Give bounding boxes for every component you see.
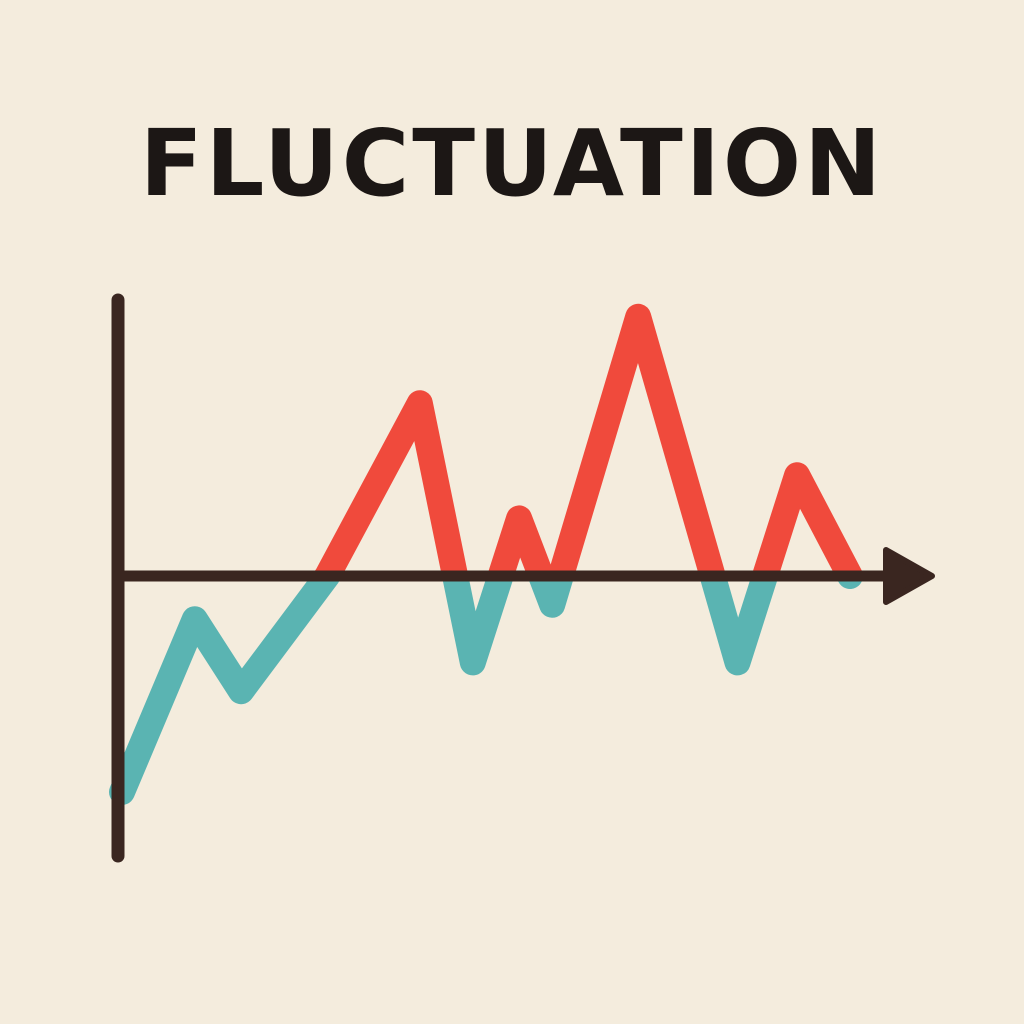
chart-title: FLUCTUATION xyxy=(139,110,885,217)
x-axis-arrow-icon xyxy=(883,547,935,605)
series-line-positive xyxy=(310,303,863,576)
series-line-negative xyxy=(109,576,863,805)
